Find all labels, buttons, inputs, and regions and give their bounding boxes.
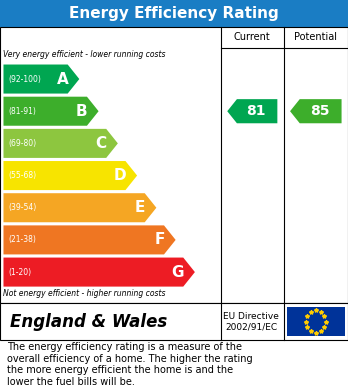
Bar: [0, 303, 348, 340]
Text: Not energy efficient - higher running costs: Not energy efficient - higher running co…: [3, 289, 166, 298]
Polygon shape: [290, 99, 342, 123]
Text: A: A: [56, 72, 68, 86]
Text: F: F: [154, 232, 165, 248]
Text: (39-54): (39-54): [9, 203, 37, 212]
Polygon shape: [227, 99, 277, 123]
Polygon shape: [3, 161, 137, 190]
Text: Very energy efficient - lower running costs: Very energy efficient - lower running co…: [3, 50, 166, 59]
Polygon shape: [3, 97, 98, 126]
Bar: [0, 27, 348, 303]
Text: (21-38): (21-38): [9, 235, 37, 244]
Text: Potential: Potential: [294, 32, 337, 42]
Polygon shape: [3, 258, 195, 287]
Bar: [0, 0, 348, 27]
Text: EU Directive
2002/91/EC: EU Directive 2002/91/EC: [223, 312, 279, 331]
Text: Current: Current: [234, 32, 271, 42]
Bar: [287, 307, 345, 336]
Text: (1-20): (1-20): [9, 267, 32, 276]
Text: (55-68): (55-68): [9, 171, 37, 180]
Text: 81: 81: [246, 104, 266, 118]
Text: G: G: [171, 265, 184, 280]
Text: (69-80): (69-80): [9, 139, 37, 148]
Polygon shape: [3, 193, 156, 222]
Text: The energy efficiency rating is a measure of the
overall efficiency of a home. T: The energy efficiency rating is a measur…: [7, 342, 253, 387]
Text: (92-100): (92-100): [9, 75, 41, 84]
Text: B: B: [76, 104, 88, 119]
Text: C: C: [96, 136, 107, 151]
Text: E: E: [135, 200, 145, 215]
Polygon shape: [3, 65, 79, 93]
Text: England & Wales: England & Wales: [10, 312, 168, 331]
Text: 85: 85: [310, 104, 330, 118]
Polygon shape: [3, 225, 176, 255]
Text: (81-91): (81-91): [9, 107, 37, 116]
Text: D: D: [113, 168, 126, 183]
Text: Energy Efficiency Rating: Energy Efficiency Rating: [69, 6, 279, 21]
Polygon shape: [3, 129, 118, 158]
